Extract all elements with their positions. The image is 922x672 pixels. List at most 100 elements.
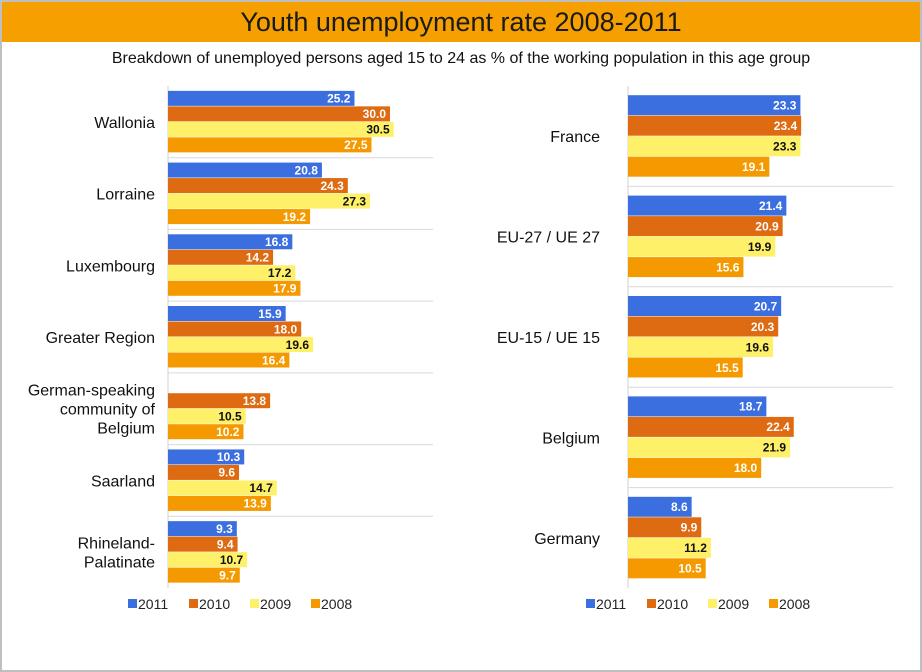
bar-eu-15-ue-15-2009 xyxy=(628,337,774,357)
data-label-germany-2008: 10.5 xyxy=(678,562,702,576)
legend-label-2009: 2009 xyxy=(718,596,749,612)
data-label-lorraine-2009: 27.3 xyxy=(343,194,367,208)
bar-eu-27-ue-27-2011 xyxy=(628,195,787,216)
data-label-germany-2011: 8.6 xyxy=(671,500,688,514)
data-label-luxembourg-2009: 17.2 xyxy=(268,266,292,280)
bar-lorraine-2008 xyxy=(168,209,311,225)
bar-rhineland-palatinate-2009 xyxy=(168,552,248,568)
legend-swatch-2010 xyxy=(647,599,656,608)
data-label-belgium-2011: 18.7 xyxy=(739,400,763,414)
legend-label-2011: 2011 xyxy=(596,596,626,612)
category-label-saarland: Saarland xyxy=(91,473,155,490)
data-label-belgium-2008: 18.0 xyxy=(734,461,758,475)
data-label-france-2010: 23.4 xyxy=(774,119,798,133)
category-label-belgium: Belgium xyxy=(542,430,600,447)
category-label-germany: Germany xyxy=(534,531,600,548)
data-label-greater-region-2009: 19.6 xyxy=(286,338,310,352)
legend-label-2010: 2010 xyxy=(199,596,230,612)
data-label-rhineland-palatinate-2009: 10.7 xyxy=(220,553,244,567)
category-label-rhineland-palatinate: Rhineland- xyxy=(78,536,155,553)
bar-france-2011 xyxy=(628,95,801,116)
bar-luxembourg-2009 xyxy=(168,265,296,281)
data-label-rhineland-palatinate-2008: 9.7 xyxy=(219,568,236,582)
chart-title-text: Youth unemployment rate 2008-2011 xyxy=(240,6,682,37)
bar-germany-2009 xyxy=(628,537,711,558)
legend-label-2008: 2008 xyxy=(321,596,352,612)
data-label-lorraine-2011: 20.8 xyxy=(295,163,319,177)
bar-luxembourg-2011 xyxy=(168,234,293,250)
category-label-lorraine: Lorraine xyxy=(96,187,155,204)
data-label-eu-27-ue-27-2009: 19.9 xyxy=(748,240,772,254)
bar-france-2008 xyxy=(628,156,770,177)
category-label-greater-region: Greater Region xyxy=(46,330,155,347)
data-label-eu-15-ue-15-2011: 20.7 xyxy=(754,299,778,313)
bar-rhineland-palatinate-2010 xyxy=(168,536,238,552)
bar-saarland-2011 xyxy=(168,449,245,465)
bar-france-2009 xyxy=(628,136,801,157)
data-label-german-speaking-community-of-belgium-2009: 10.5 xyxy=(218,409,242,423)
bar-germany-2010 xyxy=(628,517,702,538)
bar-belgium-2009 xyxy=(628,437,791,458)
bar-eu-27-ue-27-2008 xyxy=(628,257,744,278)
data-label-belgium-2009: 21.9 xyxy=(763,441,787,455)
bar-greater-region-2010 xyxy=(168,321,302,337)
bar-saarland-2009 xyxy=(168,480,277,496)
bar-belgium-2011 xyxy=(628,396,767,417)
category-label-german-speaking-community-of-belgium: community of xyxy=(60,402,156,419)
legend-swatch-2011 xyxy=(586,599,595,608)
bar-eu-27-ue-27-2009 xyxy=(628,236,776,257)
bar-eu-15-ue-15-2010 xyxy=(628,316,779,337)
data-label-german-speaking-community-of-belgium-2010: 13.8 xyxy=(243,394,267,408)
legend-label-2009: 2009 xyxy=(260,596,291,612)
bar-lorraine-2011 xyxy=(168,162,322,178)
bar-german-speaking-community-of-belgium-2009 xyxy=(168,408,246,424)
bar-belgium-2008 xyxy=(628,457,762,478)
bar-saarland-2008 xyxy=(168,495,271,511)
bar-rhineland-palatinate-2008 xyxy=(168,567,240,583)
bar-belgium-2010 xyxy=(628,416,794,437)
category-label-rhineland-palatinate: Palatinate xyxy=(84,555,155,572)
category-label-german-speaking-community-of-belgium: German-speaking xyxy=(28,383,155,400)
data-label-luxembourg-2011: 16.8 xyxy=(265,235,289,249)
bar-eu-15-ue-15-2008 xyxy=(628,357,743,378)
bar-german-speaking-community-of-belgium-2010 xyxy=(168,393,271,409)
bar-lorraine-2010 xyxy=(168,178,348,194)
bar-germany-2011 xyxy=(628,496,692,517)
bar-saarland-2010 xyxy=(168,464,240,480)
data-label-lorraine-2010: 24.3 xyxy=(320,179,344,193)
data-label-saarland-2008: 13.9 xyxy=(244,497,268,511)
data-label-wallonia-2010: 30.0 xyxy=(363,107,387,121)
bar-eu-15-ue-15-2011 xyxy=(628,296,782,316)
data-label-rhineland-palatinate-2010: 9.4 xyxy=(217,537,234,551)
bar-greater-region-2009 xyxy=(168,337,314,352)
data-label-germany-2009: 11.2 xyxy=(684,541,707,555)
legend-swatch-2010 xyxy=(189,599,198,608)
legend-swatch-2011 xyxy=(128,599,137,608)
bar-luxembourg-2010 xyxy=(168,249,274,265)
bar-wallonia-2010 xyxy=(168,106,390,122)
data-label-saarland-2009: 14.7 xyxy=(249,481,273,495)
data-label-wallonia-2008: 27.5 xyxy=(344,138,368,152)
data-label-eu-15-ue-15-2010: 20.3 xyxy=(751,320,775,334)
bar-wallonia-2011 xyxy=(168,90,355,106)
data-label-luxembourg-2008: 17.9 xyxy=(273,282,297,296)
category-label-eu-15-ue-15: EU-15 / UE 15 xyxy=(497,330,600,347)
data-label-france-2008: 19.1 xyxy=(742,160,766,174)
data-label-belgium-2010: 22.4 xyxy=(766,420,790,434)
data-label-eu-27-ue-27-2010: 20.9 xyxy=(755,219,779,233)
legend-swatch-2008 xyxy=(311,599,320,608)
data-label-wallonia-2009: 30.5 xyxy=(366,123,390,137)
data-label-luxembourg-2010: 14.2 xyxy=(246,251,270,265)
data-label-greater-region-2008: 16.4 xyxy=(262,353,286,367)
bar-germany-2008 xyxy=(628,558,706,579)
bar-german-speaking-community-of-belgium-2008 xyxy=(168,424,244,440)
category-label-luxembourg: Luxembourg xyxy=(66,258,155,275)
category-label-wallonia: Wallonia xyxy=(94,115,155,132)
data-label-german-speaking-community-of-belgium-2008: 10.2 xyxy=(216,425,240,439)
legend-swatch-2008 xyxy=(769,599,778,608)
data-label-greater-region-2011: 15.9 xyxy=(258,307,282,321)
bar-luxembourg-2008 xyxy=(168,280,301,296)
bar-eu-27-ue-27-2010 xyxy=(628,216,783,237)
chart-title: Youth unemployment rate 2008-2011 xyxy=(2,2,920,42)
data-label-lorraine-2008: 19.2 xyxy=(283,210,307,224)
